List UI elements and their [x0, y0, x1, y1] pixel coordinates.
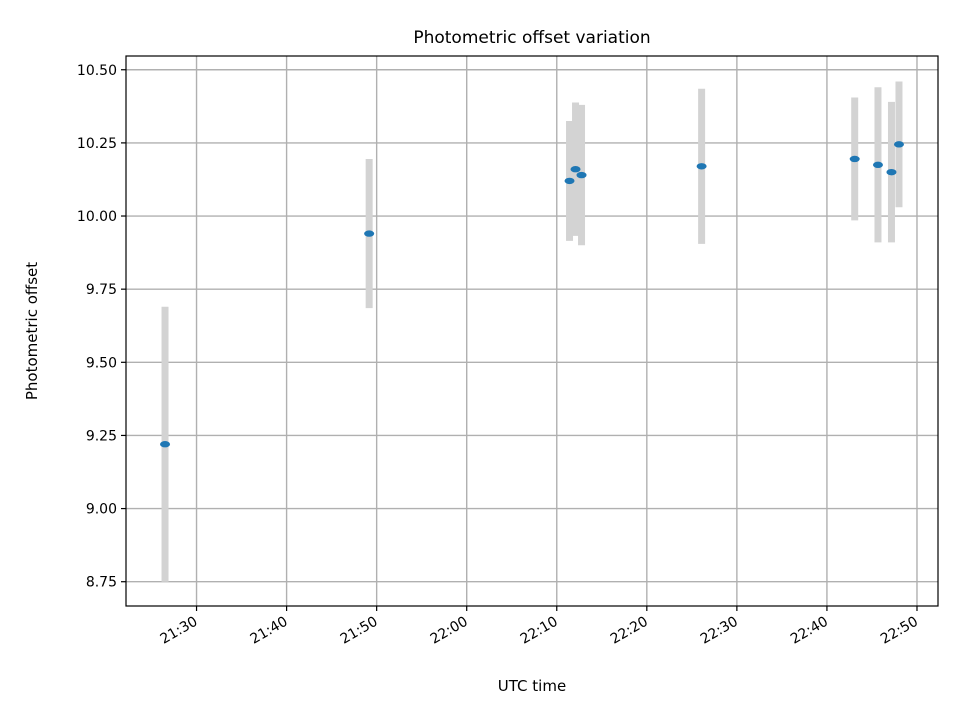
data-point: [872, 161, 883, 169]
data-points: [160, 141, 904, 448]
data-point: [570, 166, 581, 173]
grid: [126, 56, 938, 606]
data-point: [576, 171, 587, 179]
y-tick-label: 8.75: [86, 575, 117, 591]
y-tick-label: 10.25: [77, 136, 117, 152]
x-axis-label: UTC time: [498, 677, 566, 695]
y-tick-label: 9.25: [86, 428, 117, 444]
plot-area: [126, 56, 938, 606]
y-tick-label: 10.50: [77, 63, 117, 79]
y-tick-label: 9.50: [86, 355, 117, 371]
data-point: [364, 230, 375, 237]
y-tick-label: 9.75: [86, 282, 117, 298]
data-point: [886, 168, 897, 176]
chart-title: Photometric offset variation: [413, 28, 650, 48]
data-point: [696, 163, 707, 170]
plot-frame: [125, 55, 939, 607]
data-point: [160, 441, 171, 448]
data-point: [893, 141, 904, 148]
data-point: [564, 177, 575, 185]
y-axis-label: Photometric offset: [23, 262, 41, 400]
y-axis-ticks: 8.75 9.00 9.25 9.50 9.75 10.00 10.25 10.50: [77, 63, 126, 591]
y-tick-label: 9.00: [86, 502, 117, 518]
y-tick-label: 10.00: [77, 209, 117, 225]
data-point: [849, 155, 860, 163]
